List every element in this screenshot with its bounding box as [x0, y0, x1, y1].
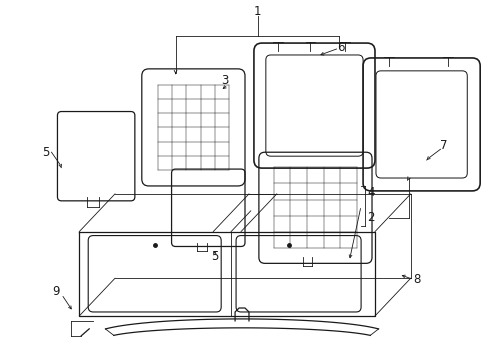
Text: 2: 2 — [368, 211, 375, 224]
Text: 5: 5 — [212, 250, 219, 263]
Text: 7: 7 — [440, 139, 447, 152]
Text: 5: 5 — [42, 146, 49, 159]
Text: 1: 1 — [254, 5, 262, 18]
Text: 4: 4 — [368, 186, 375, 199]
Text: 8: 8 — [413, 273, 420, 286]
Text: 6: 6 — [338, 41, 345, 54]
Text: 9: 9 — [53, 285, 60, 298]
Text: 3: 3 — [221, 74, 229, 87]
